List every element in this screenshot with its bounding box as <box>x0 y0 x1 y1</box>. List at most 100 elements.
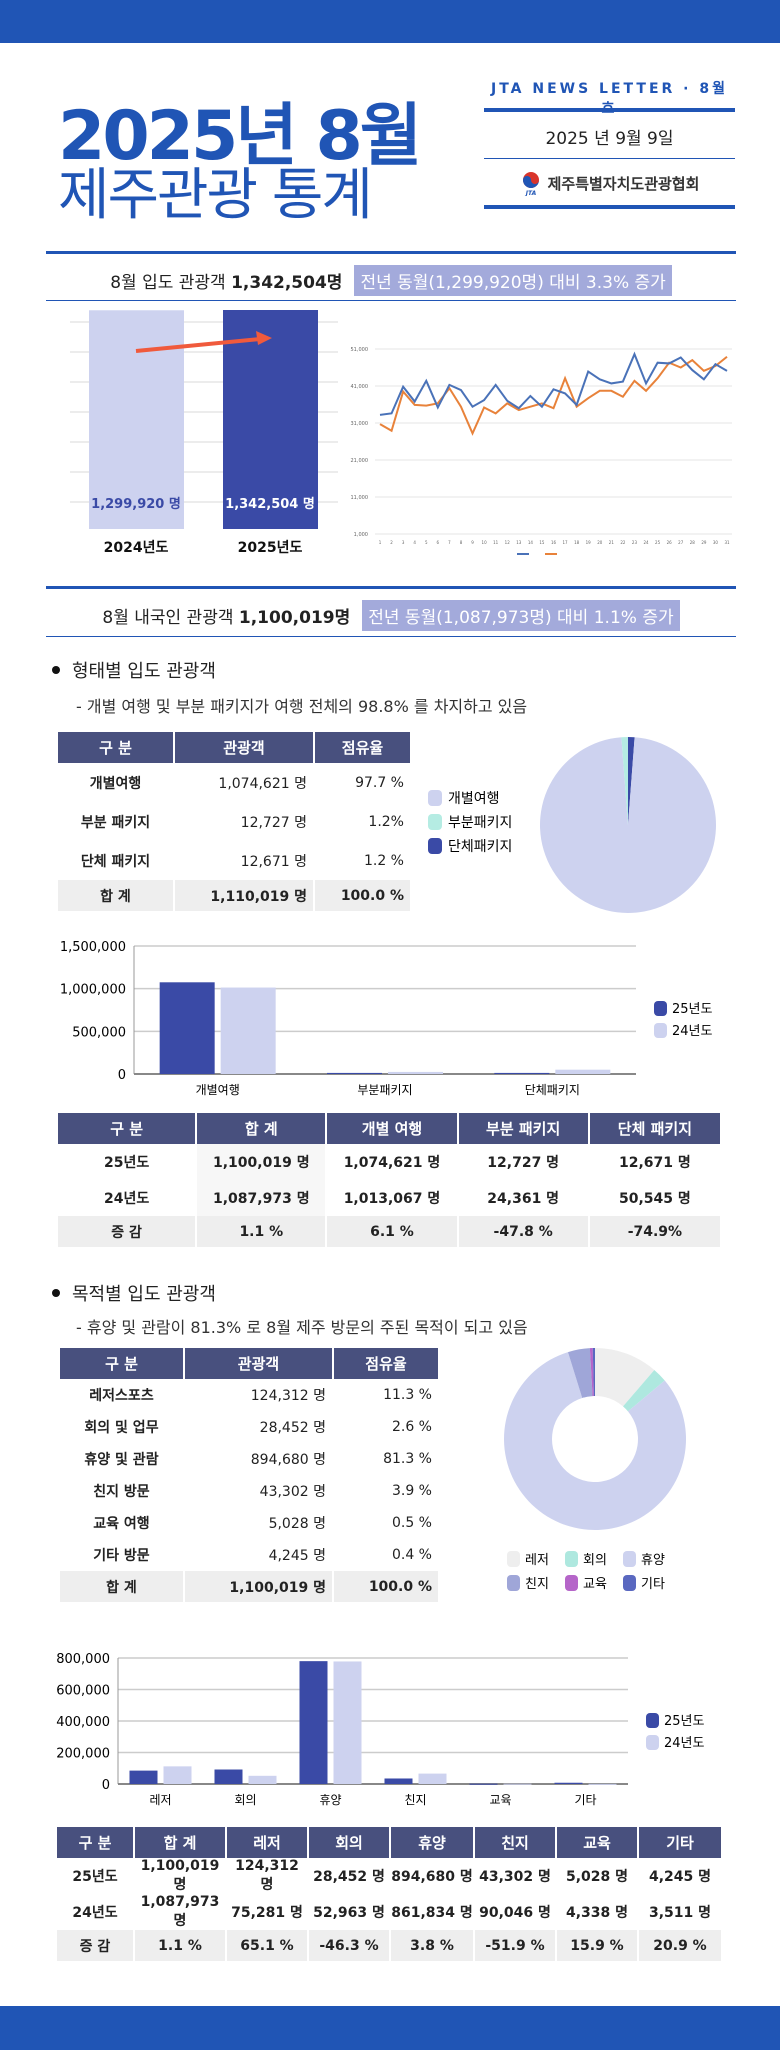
table-row: 회의 및 업무 28,452 명 2.6 % <box>60 1411 438 1443</box>
legend-swatch <box>507 1551 520 1567</box>
table-cell: 25년도 <box>72 1869 118 1885</box>
page-subtitle: 제주관광 통계 <box>58 163 373 228</box>
x-tick-label: 10 <box>482 540 488 545</box>
x-tick-label: 17 <box>563 540 569 545</box>
legend-swatch <box>646 1713 659 1728</box>
x-tick-label: 23 <box>632 540 638 545</box>
category-label: 개별여행 <box>196 1082 240 1097</box>
compare-badge: 전년 동월(1,299,920명) 대비 3.3% 증가 <box>354 265 672 296</box>
bar <box>163 1766 192 1784</box>
page-title: 2025년 8월 <box>58 97 422 176</box>
summary-label: 8월 입도 관광객 <box>110 273 226 293</box>
x-tick-label: 26 <box>667 540 673 545</box>
x-tick-label: 29 <box>701 540 707 545</box>
table-cell: 합 계 <box>58 880 174 911</box>
column-header: 관광객 <box>183 1348 333 1379</box>
column-header: 합 계 <box>195 1113 327 1144</box>
table-header-row: 구 분 관광객 점유율 <box>58 732 410 763</box>
table-cell: -47.8 % <box>456 1216 589 1247</box>
y-tick-label: 600,000 <box>56 1684 110 1699</box>
x-tick-label: 4 <box>413 540 416 545</box>
column-header: 점유율 <box>332 1348 438 1379</box>
table-row: 레저스포츠 124,312 명 11.3 % <box>60 1379 438 1411</box>
x-tick-label: 27 <box>678 540 684 545</box>
legend-swatch <box>428 838 442 854</box>
legend-swatch <box>623 1575 636 1591</box>
table-cell: 97.7 % <box>313 763 410 802</box>
donut-slice <box>589 1348 594 1397</box>
newsletter-label: JTA NEWS LETTER · 8월호 <box>491 81 728 117</box>
legend-label: 회의 <box>583 1553 607 1568</box>
total-visitors-summary: 8월 입도 관광객 1,342,504명 전년 동월(1,299,920명) 대… <box>46 265 736 296</box>
legend-label: 휴양 <box>641 1553 665 1568</box>
table-cell: 1,110,019 명 <box>173 880 314 911</box>
legend-swatch <box>507 1575 520 1591</box>
y-tick-label: 1,000 <box>354 532 368 538</box>
bar-data-label: 1,299,920 명 <box>91 496 181 512</box>
x-tick-label: 20 <box>597 540 603 545</box>
legend-label: 교육 <box>583 1577 607 1592</box>
table-row: 개별여행 1,074,621 명 97.7 % <box>58 763 410 802</box>
x-tick-label: 19 <box>586 540 592 545</box>
donut-slice <box>567 1348 593 1398</box>
table-cell: 861,834 명 <box>389 1894 474 1930</box>
table-cell: 증 감 <box>58 1216 197 1247</box>
bullet-icon <box>52 1289 60 1297</box>
jta-logo-icon: JTA <box>522 172 539 196</box>
table-cell: 1.2 % <box>313 841 410 880</box>
x-tick-label: 3 <box>402 540 405 545</box>
bar <box>494 1072 550 1074</box>
bar <box>588 1783 617 1785</box>
legend-label: 단체패키지 <box>448 839 512 855</box>
increase-arrow-icon <box>135 337 261 353</box>
x-tick-label: 11 <box>493 540 499 545</box>
table-cell: 124,312 명 <box>183 1379 333 1411</box>
table-cell: 1,100,019 명 <box>183 1571 333 1602</box>
x-tick-label: 13 <box>516 540 522 545</box>
legend-swatch <box>565 1551 578 1567</box>
series-line <box>379 351 728 416</box>
table-row: 24년도 1,087,973 명 1,013,067 명 24,361 명 50,545… <box>58 1180 720 1216</box>
issue-date: 2025 년 9월 9일 <box>545 129 674 149</box>
table-cell: 5,028 명 <box>183 1507 333 1539</box>
column-header: 구 분 <box>57 1827 134 1858</box>
bar <box>333 1661 362 1784</box>
table-cell: 24년도 <box>103 1191 150 1207</box>
x-tick-label: 28 <box>690 540 696 545</box>
table-cell: 90,046 명 <box>473 1894 556 1930</box>
org-name: 제주특별자치도관광협회 <box>547 174 700 193</box>
x-tick-label: 21 <box>609 540 615 545</box>
table-cell: 28,452 명 <box>183 1411 333 1443</box>
pie-slice <box>628 737 635 825</box>
legend-label: 개별여행 <box>448 791 500 807</box>
bar <box>503 1783 532 1785</box>
table-row: 25년도 1,100,019 명 124,312 명 28,452 명 894,680 … <box>57 1858 721 1894</box>
y-tick-label: 21,000 <box>351 458 369 464</box>
x-tick-label: 18 <box>574 540 580 545</box>
x-tick-label: 25 <box>655 540 661 545</box>
y-tick-label: 0 <box>118 1068 126 1083</box>
bar <box>554 1782 583 1784</box>
column-header: 단체 패키지 <box>587 1113 720 1144</box>
category-label: 2024년도 <box>104 540 169 556</box>
y-tick-label: 0 <box>102 1778 110 1793</box>
purpose-compare-bar-chart: 0 200,000 400,000 600,000 800,000 레저 회의 휴양 친지 교육 기… <box>56 1652 704 1807</box>
x-tick-label: 16 <box>551 540 557 545</box>
table-row: 25년도 1,100,019 명 1,074,621 명 12,727 명 12,671… <box>58 1144 720 1180</box>
bar-data-label: 1,342,504 명 <box>225 496 315 512</box>
legend-label: 기타 <box>641 1577 665 1592</box>
table-cell: -74.9% <box>587 1216 720 1247</box>
y-tick-label: 11,000 <box>351 495 369 501</box>
table-cell: 50,545 명 <box>587 1180 720 1216</box>
y-tick-label: 500,000 <box>72 1025 126 1040</box>
column-header: 회의 <box>307 1827 390 1858</box>
table-cell: 1,013,067 명 <box>325 1180 458 1216</box>
divider <box>46 300 736 301</box>
yearly-total-bar-chart: 1,299,920 명 2024년도 1,342,504 명 2025년도 <box>70 310 338 556</box>
table-cell: 20.9 % <box>637 1930 721 1961</box>
